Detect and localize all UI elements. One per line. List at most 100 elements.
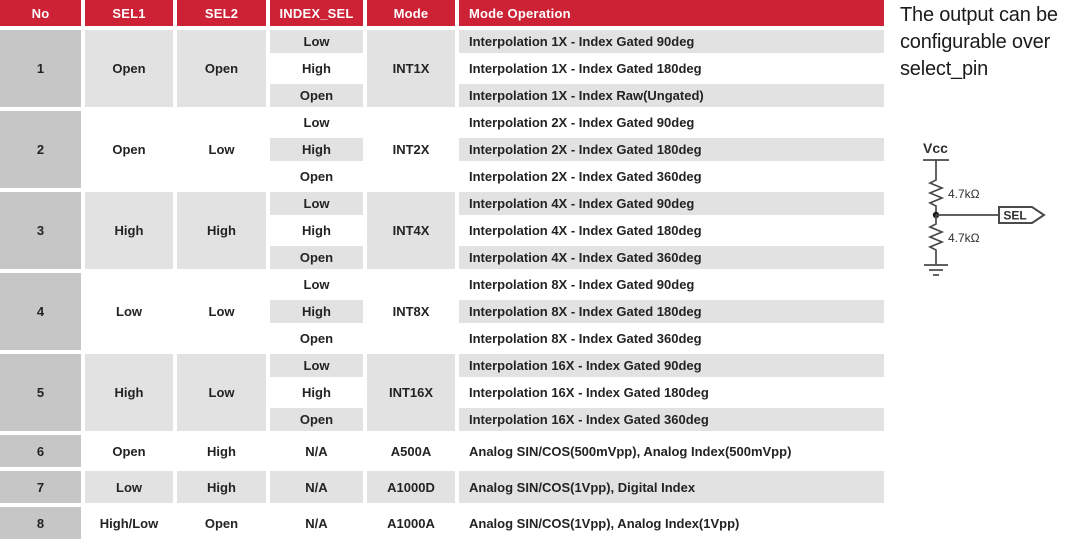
index-sel-cell: Low: [270, 192, 363, 215]
mode-cell: A1000D: [367, 471, 455, 503]
index-sel-cell: Open: [270, 327, 363, 350]
no-cell: 7: [0, 471, 81, 503]
table-row: 3 High High Low INT4X Interpolation 4X -…: [0, 192, 884, 269]
mode-operation-cell: Interpolation 16X - Index Gated 360deg: [459, 408, 884, 431]
sel2-cell: High: [177, 192, 266, 269]
sel1-cell: High/Low: [85, 507, 173, 539]
index-sel-cell: High: [270, 300, 363, 323]
sel1-cell: High: [85, 354, 173, 431]
col-header-sel1: SEL1: [85, 0, 173, 26]
mode-operation-cell: Interpolation 1X - Index Gated 90deg: [459, 30, 884, 53]
mode-operation-cell: Interpolation 2X - Index Gated 360deg: [459, 165, 884, 188]
index-sel-cell: N/A: [270, 507, 363, 539]
table-row: Open Interpolation 8X - Index Gated 360d…: [0, 327, 884, 350]
no-cell: 3: [0, 192, 81, 269]
sel1-cell: Open: [85, 30, 173, 107]
table-row: High Interpolation 16X - Index Gated 180…: [0, 381, 884, 404]
no-cell: 2: [0, 111, 81, 188]
no-cell: 5: [0, 354, 81, 431]
table-row: High Interpolation 2X - Index Gated 180d…: [0, 138, 884, 161]
no-cell: 6: [0, 435, 81, 467]
mode-operation-cell: Interpolation 1X - Index Gated 180deg: [459, 57, 884, 80]
resistor-bottom-label: 4.7kΩ: [948, 231, 980, 245]
mode-operation-cell: Interpolation 2X - Index Gated 180deg: [459, 138, 884, 161]
index-sel-cell: Low: [270, 273, 363, 296]
table-row: 1 Open Open Low INT1X Interpolation 1X -…: [0, 30, 884, 107]
table-row: 7 Low High N/A A1000D Analog SIN/COS(1Vp…: [0, 471, 884, 503]
sel2-cell: Open: [177, 507, 266, 539]
table-row: 6 Open High N/A A500A Analog SIN/COS(500…: [0, 435, 884, 467]
col-header-no: No: [0, 0, 81, 26]
mode-operation-cell: Interpolation 2X - Index Gated 90deg: [459, 111, 884, 134]
index-sel-cell: Low: [270, 354, 363, 377]
mode-operation-cell: Analog SIN/COS(500mVpp), Analog Index(50…: [459, 435, 884, 467]
index-sel-cell: High: [270, 57, 363, 80]
mode-cell: A500A: [367, 435, 455, 467]
mode-cell: INT16X: [367, 354, 455, 431]
index-sel-cell: Low: [270, 111, 363, 134]
mode-cell: INT4X: [367, 192, 455, 269]
sel2-cell: Low: [177, 273, 266, 350]
index-sel-cell: N/A: [270, 471, 363, 503]
index-sel-cell: Open: [270, 246, 363, 269]
table-row: 8 High/Low Open N/A A1000A Analog SIN/CO…: [0, 507, 884, 539]
index-sel-cell: Low: [270, 30, 363, 53]
sel1-cell: Open: [85, 111, 173, 188]
no-cell: 1: [0, 30, 81, 107]
index-sel-cell: N/A: [270, 435, 363, 467]
mode-cell: INT8X: [367, 273, 455, 350]
mode-cell: INT2X: [367, 111, 455, 188]
mode-operation-cell: Interpolation 4X - Index Gated 360deg: [459, 246, 884, 269]
mode-cell: A1000A: [367, 507, 455, 539]
mode-selection-table: No SEL1 SEL2 INDEX_SEL Mode Mode Operati…: [0, 0, 884, 539]
mode-operation-cell: Interpolation 8X - Index Gated 360deg: [459, 327, 884, 350]
table-row: High Interpolation 1X - Index Gated 180d…: [0, 57, 884, 80]
table-row: Open Interpolation 1X - Index Raw(Ungate…: [0, 84, 884, 107]
sel2-cell: High: [177, 435, 266, 467]
col-header-mode-operation: Mode Operation: [459, 0, 884, 26]
mode-operation-cell: Interpolation 4X - Index Gated 90deg: [459, 192, 884, 215]
col-header-sel2: SEL2: [177, 0, 266, 26]
sel1-cell: Open: [85, 435, 173, 467]
table-row: Open Interpolation 4X - Index Gated 360d…: [0, 246, 884, 269]
no-cell: 4: [0, 273, 81, 350]
mode-operation-cell: Interpolation 8X - Index Gated 180deg: [459, 300, 884, 323]
table-row: High Interpolation 4X - Index Gated 180d…: [0, 219, 884, 242]
ground-icon: [924, 264, 948, 276]
table-row: Open Interpolation 2X - Index Gated 360d…: [0, 165, 884, 188]
vcc-label: Vcc: [923, 140, 948, 156]
mode-operation-cell: Interpolation 1X - Index Raw(Ungated): [459, 84, 884, 107]
table-row: 5 High Low Low INT16X Interpolation 16X …: [0, 354, 884, 431]
table-row: 4 Low Low Low INT8X Interpolation 8X - I…: [0, 273, 884, 350]
sel2-cell: Low: [177, 111, 266, 188]
index-sel-cell: Open: [270, 84, 363, 107]
mode-selection-table-wrap: No SEL1 SEL2 INDEX_SEL Mode Mode Operati…: [0, 0, 884, 539]
sel-pin-icon: [998, 206, 1046, 224]
index-sel-cell: High: [270, 381, 363, 404]
resistor-top-label: 4.7kΩ: [948, 187, 980, 201]
mode-operation-cell: Analog SIN/COS(1Vpp), Digital Index: [459, 471, 884, 503]
resistor-bottom-icon: [927, 215, 945, 265]
index-sel-cell: Open: [270, 165, 363, 188]
resistor-top-icon: [927, 160, 945, 213]
mode-operation-cell: Interpolation 4X - Index Gated 180deg: [459, 219, 884, 242]
sel1-cell: High: [85, 192, 173, 269]
index-sel-cell: Open: [270, 408, 363, 431]
table-row: 2 Open Low Low INT2X Interpolation 2X - …: [0, 111, 884, 188]
table-row: High Interpolation 8X - Index Gated 180d…: [0, 300, 884, 323]
select-pin-circuit-diagram: Vcc 4.7kΩ SEL 4.7kΩ: [903, 128, 1080, 293]
sel2-cell: High: [177, 471, 266, 503]
col-header-mode: Mode: [367, 0, 455, 26]
mode-operation-cell: Interpolation 16X - Index Gated 180deg: [459, 381, 884, 404]
mode-operation-cell: Analog SIN/COS(1Vpp), Analog Index(1Vpp): [459, 507, 884, 539]
sel1-cell: Low: [85, 273, 173, 350]
index-sel-cell: High: [270, 138, 363, 161]
no-cell: 8: [0, 507, 81, 539]
header-row: No SEL1 SEL2 INDEX_SEL Mode Mode Operati…: [0, 0, 884, 26]
col-header-index-sel: INDEX_SEL: [270, 0, 363, 26]
sel2-cell: Open: [177, 30, 266, 107]
sel2-cell: Low: [177, 354, 266, 431]
note-text: The output can be configurable over sele…: [900, 4, 1058, 80]
mode-operation-cell: Interpolation 8X - Index Gated 90deg: [459, 273, 884, 296]
index-sel-cell: High: [270, 219, 363, 242]
